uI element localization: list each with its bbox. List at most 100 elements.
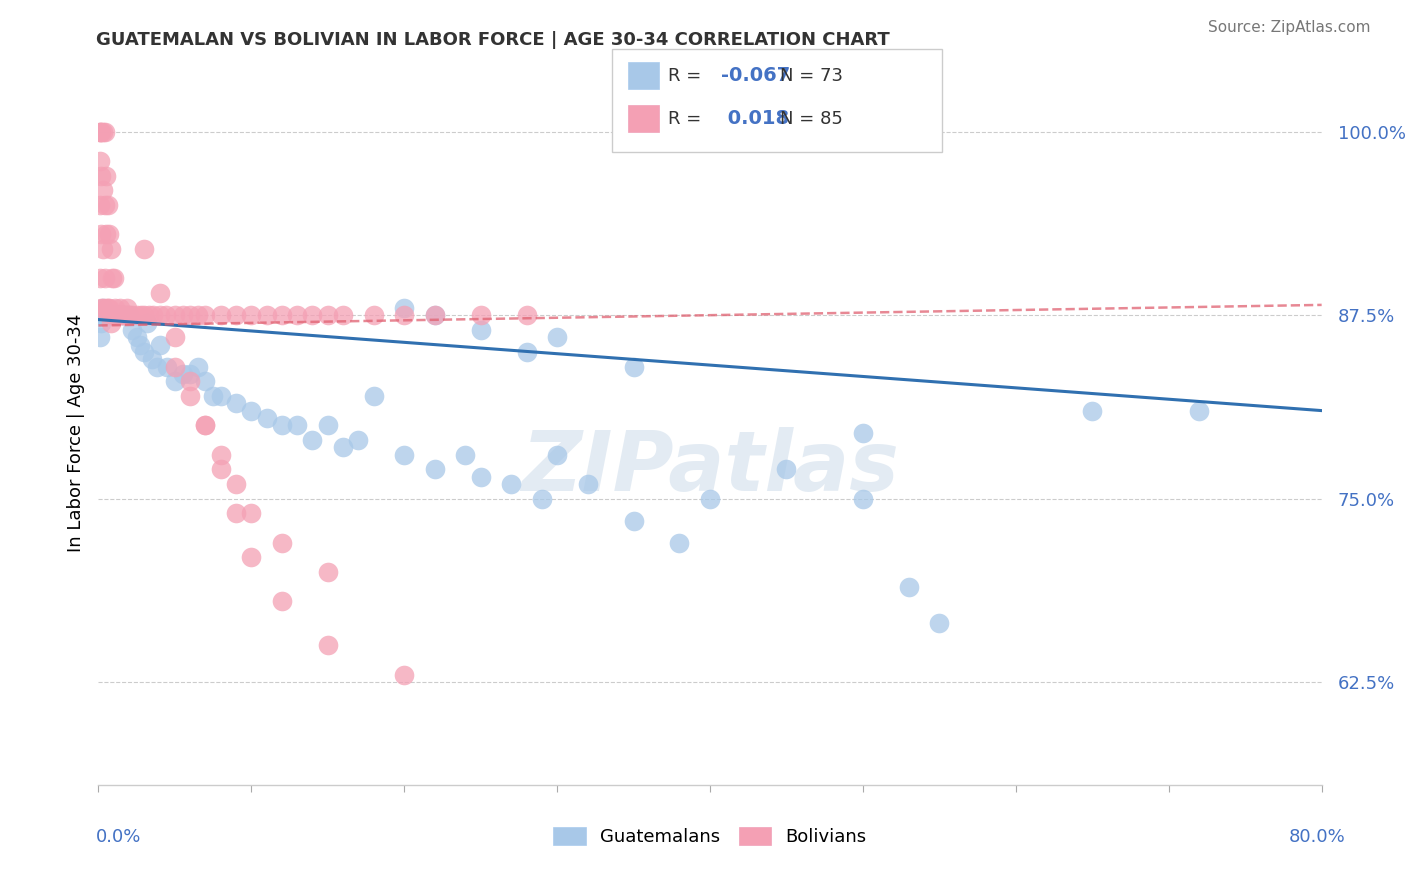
Point <box>100 242 122 256</box>
Text: 0.0%: 0.0% <box>96 828 141 846</box>
Point <box>256 411 278 425</box>
Point <box>134 344 156 359</box>
Point <box>163 374 186 388</box>
Point <box>1188 403 1211 417</box>
Point <box>138 308 160 322</box>
Point <box>104 301 127 315</box>
Point <box>93 308 115 322</box>
Point <box>194 374 217 388</box>
Point <box>316 639 339 653</box>
Point <box>623 359 645 374</box>
Point <box>155 308 177 322</box>
Point <box>546 330 568 344</box>
Point <box>103 308 125 322</box>
Point <box>111 308 134 322</box>
Point <box>225 396 247 410</box>
Point <box>156 359 179 374</box>
Point <box>93 125 115 139</box>
Point <box>110 308 132 322</box>
Point <box>270 308 292 322</box>
Point <box>209 389 232 403</box>
Point <box>90 125 112 139</box>
Point <box>363 389 385 403</box>
Point <box>145 359 167 374</box>
Point <box>852 425 875 440</box>
Point <box>89 308 111 322</box>
Point <box>225 308 247 322</box>
Point <box>187 359 209 374</box>
Y-axis label: In Labor Force | Age 30-34: In Labor Force | Age 30-34 <box>66 313 84 552</box>
Text: 80.0%: 80.0% <box>1289 828 1346 846</box>
Point <box>90 169 112 183</box>
Point <box>94 301 117 315</box>
Point <box>270 594 292 608</box>
Point <box>93 271 115 285</box>
Point <box>91 183 114 197</box>
Point <box>136 316 159 330</box>
Point <box>117 301 139 315</box>
Point <box>423 308 446 322</box>
Text: ZIPatlas: ZIPatlas <box>522 427 898 508</box>
Point <box>94 308 117 322</box>
Point <box>301 433 323 447</box>
Point <box>270 418 292 433</box>
Point <box>285 418 308 433</box>
Point <box>118 308 141 322</box>
Point <box>90 301 112 315</box>
Point <box>852 491 875 506</box>
Point <box>91 125 114 139</box>
Text: N = 73: N = 73 <box>780 67 844 85</box>
Point <box>107 308 129 322</box>
Point <box>103 308 125 322</box>
Point <box>316 418 339 433</box>
Point <box>301 308 323 322</box>
Point <box>454 448 477 462</box>
Point <box>392 301 416 315</box>
Point <box>179 367 201 381</box>
Point <box>128 337 150 351</box>
Point <box>105 308 128 322</box>
Point <box>516 308 538 322</box>
Point <box>149 337 172 351</box>
Point <box>423 462 446 476</box>
Point <box>928 616 950 631</box>
Point <box>256 308 278 322</box>
Point <box>363 308 385 322</box>
Point <box>94 227 117 242</box>
Point <box>121 323 143 337</box>
Point <box>89 125 111 139</box>
Point <box>699 491 721 506</box>
Legend: Guatemalans, Bolivians: Guatemalans, Bolivians <box>546 820 875 854</box>
Point <box>91 301 114 315</box>
Point <box>108 301 131 315</box>
Point <box>179 308 201 322</box>
Point <box>134 242 156 256</box>
Point <box>89 125 111 139</box>
Point <box>1081 403 1104 417</box>
Text: -0.067: -0.067 <box>721 66 790 86</box>
Point <box>209 448 232 462</box>
Point <box>89 271 111 285</box>
Point <box>89 154 111 169</box>
Point <box>576 477 599 491</box>
Point <box>121 308 143 322</box>
Point <box>97 301 120 315</box>
Point <box>316 308 339 322</box>
Point <box>110 308 132 322</box>
Point <box>103 308 125 322</box>
Point <box>179 389 201 403</box>
Point <box>104 308 127 322</box>
Point <box>209 308 232 322</box>
Point <box>89 330 111 344</box>
Point <box>470 469 492 483</box>
Point <box>103 271 125 285</box>
Point <box>240 507 263 521</box>
Point <box>668 535 690 549</box>
Point <box>90 308 112 322</box>
Point <box>285 308 308 322</box>
Point <box>100 316 122 330</box>
Point <box>101 308 124 322</box>
Point <box>97 308 120 322</box>
Point <box>194 418 217 433</box>
Point <box>347 433 370 447</box>
